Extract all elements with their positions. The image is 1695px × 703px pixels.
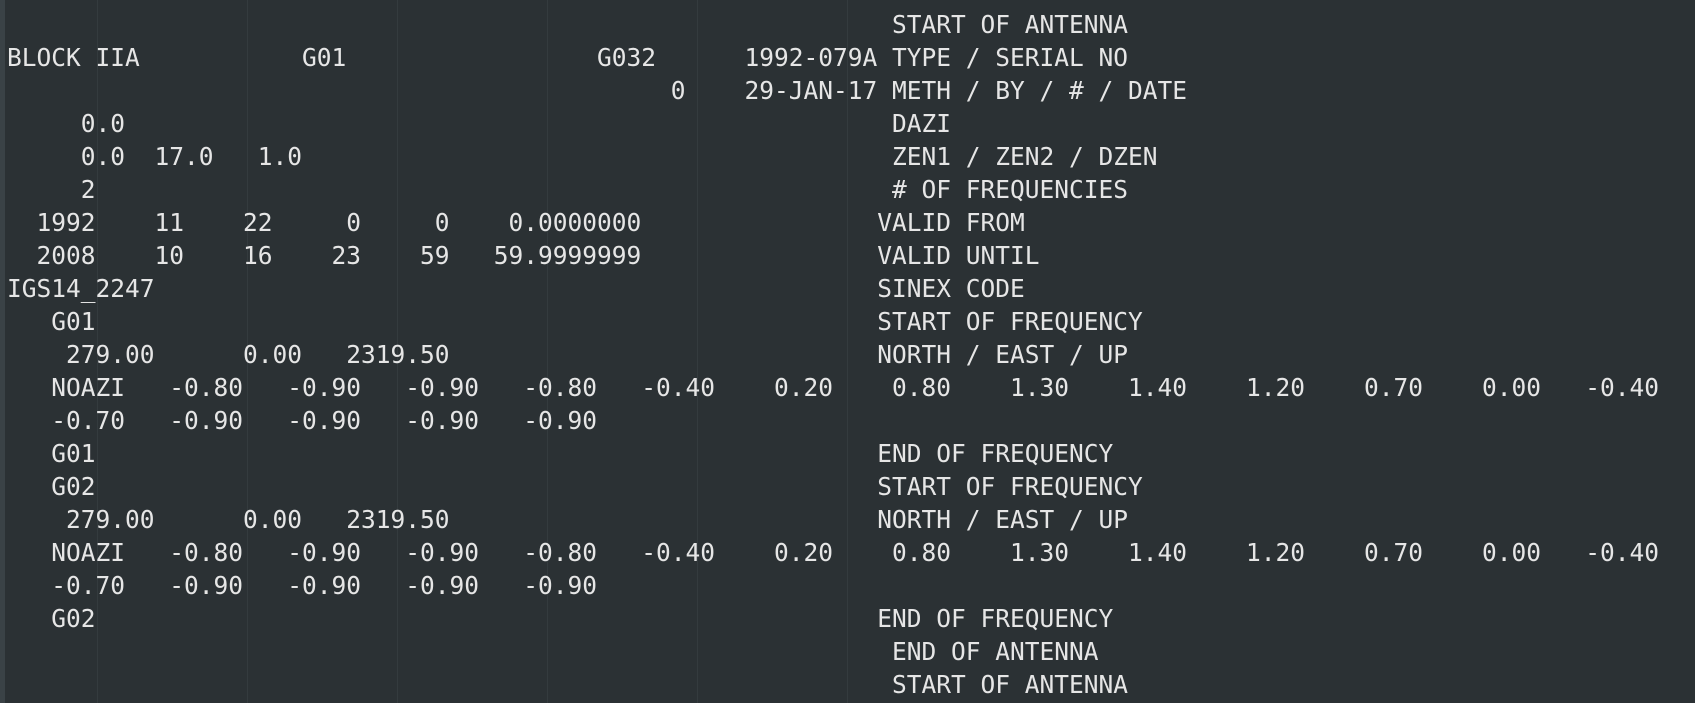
indent-guide <box>397 0 398 703</box>
indent-guide <box>847 0 848 703</box>
editor-gutter <box>0 0 5 703</box>
indent-guide <box>247 0 248 703</box>
code-line[interactable]: IGS14_2247 SINEX CODE <box>7 274 1025 303</box>
editor-content[interactable]: START OF ANTENNA BLOCK IIA G01 G032 1992… <box>7 8 1659 701</box>
code-line[interactable]: 279.00 0.00 2319.50 NORTH / EAST / UP <box>7 505 1129 534</box>
code-line[interactable]: 0 29-JAN-17 METH / BY / # / DATE <box>7 76 1188 105</box>
code-line[interactable]: G02 START OF FREQUENCY <box>7 472 1143 501</box>
code-line[interactable]: NOAZI -0.80 -0.90 -0.90 -0.80 -0.40 0.20… <box>7 538 1660 567</box>
code-line[interactable]: 2008 10 16 23 59 59.9999999 VALID UNTIL <box>7 241 1040 270</box>
code-line[interactable]: -0.70 -0.90 -0.90 -0.90 -0.90 <box>7 406 598 435</box>
indent-guide <box>97 0 98 703</box>
code-line[interactable]: 0.0 17.0 1.0 ZEN1 / ZEN2 / DZEN <box>7 142 1158 171</box>
code-line[interactable]: START OF ANTENNA <box>7 670 1129 699</box>
code-line[interactable]: 2 # OF FREQUENCIES <box>7 175 1129 204</box>
code-line[interactable]: 0.0 DAZI <box>7 109 952 138</box>
code-line[interactable]: -0.70 -0.90 -0.90 -0.90 -0.90 <box>7 571 598 600</box>
indent-guide <box>547 0 548 703</box>
code-line[interactable]: END OF ANTENNA <box>7 637 1099 666</box>
code-line[interactable]: NOAZI -0.80 -0.90 -0.90 -0.80 -0.40 0.20… <box>7 373 1660 402</box>
code-line[interactable]: G01 START OF FREQUENCY <box>7 307 1143 336</box>
code-line[interactable]: 1992 11 22 0 0 0.0000000 VALID FROM <box>7 208 1025 237</box>
code-line[interactable]: 279.00 0.00 2319.50 NORTH / EAST / UP <box>7 340 1129 369</box>
code-line[interactable]: START OF ANTENNA <box>7 10 1129 39</box>
indent-guide <box>697 0 698 703</box>
code-line[interactable]: BLOCK IIA G01 G032 1992-079A TYPE / SERI… <box>7 43 1129 72</box>
code-line[interactable]: G02 END OF FREQUENCY <box>7 604 1114 633</box>
code-line[interactable]: G01 END OF FREQUENCY <box>7 439 1114 468</box>
